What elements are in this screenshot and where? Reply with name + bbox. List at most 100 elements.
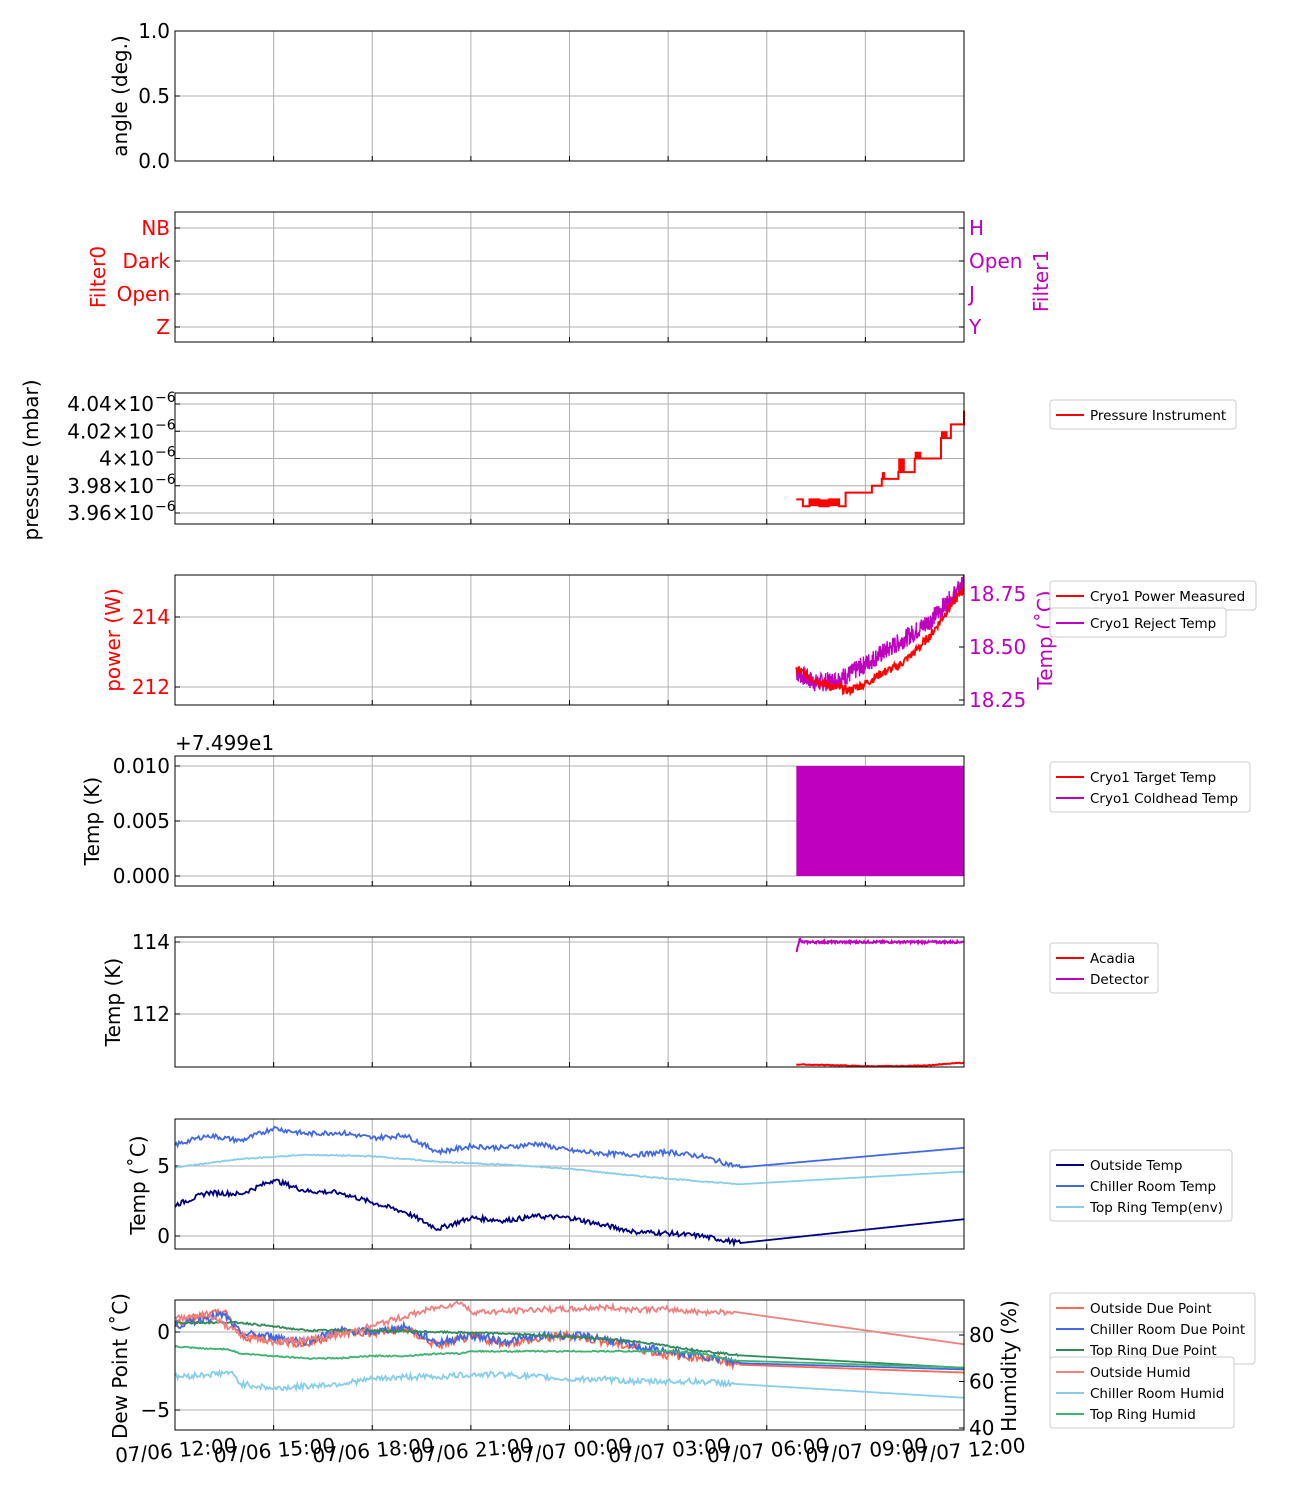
y-tick-label-right: J (967, 282, 975, 306)
pressure-noise-block (881, 472, 886, 479)
y-axis-label: power (W) (101, 588, 125, 692)
legend-label: Cryo1 Power Measured (1090, 589, 1245, 605)
panel-2: Z Open Dark NB YJ Open H Filter0 Filter1 (86, 211, 1053, 343)
y-tick-label-right: H (969, 216, 984, 240)
legend-frame (1049, 607, 1227, 638)
legend-label: Chiller Room Humid (1090, 1386, 1224, 1402)
y-axis-label: Dew Point (˚C) (108, 1293, 132, 1439)
panel-5: 0.000 0.005 0.010+7.499e1 Temp (K) (80, 731, 965, 888)
pressure-noise-block (809, 499, 840, 507)
env-temp-series (174, 1153, 965, 1186)
env-temp-series (174, 1177, 965, 1248)
dew-humid-series (174, 1320, 965, 1369)
pressure-noise-block (940, 431, 948, 439)
legend-label: Cryo1 Coldhead Temp (1090, 791, 1238, 807)
y-tick-exponent: −6 (155, 390, 176, 406)
y-tick-label: 4.02×10 (67, 419, 154, 443)
y-tick-label: 0 (157, 1224, 170, 1248)
legend: Pressure Instrument (1049, 399, 1237, 430)
y-tick-label: 0.005 (113, 809, 170, 833)
dew-humid-series (174, 1344, 964, 1369)
offset-text: +7.499e1 (175, 731, 274, 755)
dew-humid-series (174, 1368, 965, 1399)
y-axis-label-right: Filter1 (1029, 250, 1053, 312)
dew-humid-series (174, 1309, 964, 1371)
legend-frame (1049, 399, 1237, 430)
axes-frame (174, 755, 965, 887)
y-tick-label-right: 18.50 (969, 635, 1026, 659)
legend-label: Top Ring Due Point (1089, 1343, 1217, 1359)
y-tick-label: NB (141, 216, 170, 240)
legend-label: Outside Temp (1090, 1158, 1182, 1174)
coldhead-series (796, 766, 964, 876)
legend: Cryo1 Target Temp Cryo1 Coldhead Temp (1049, 761, 1251, 813)
acadia-series (796, 1061, 965, 1068)
legend: Outside Temp Chiller Room Temp Top Ring Te… (1049, 1149, 1233, 1222)
legend-label: Outside Humid (1090, 1365, 1191, 1381)
legend-label: Chiller Room Temp (1090, 1179, 1216, 1195)
legend-frame (1049, 1149, 1233, 1222)
detector-series (795, 937, 965, 953)
pressure-noise-block (914, 451, 922, 459)
legend-label: Outside Due Point (1090, 1301, 1212, 1317)
y-tick-exponent: −6 (155, 417, 176, 433)
panel-7: 0 5 Temp (˚C) (126, 1118, 965, 1250)
y-axis-label: Temp (K) (80, 777, 104, 866)
axes-frame (174, 211, 965, 343)
y-tick-label-right: 60 (969, 1370, 994, 1394)
legend-label: Detector (1090, 972, 1149, 988)
y-tick-label: Open (117, 282, 170, 306)
y-axis-label: pressure (mbar) (19, 379, 43, 540)
y-tick-exponent: −6 (155, 445, 176, 461)
axes-frame (174, 392, 965, 525)
env-temp-series (174, 1125, 965, 1169)
legend-label: Cryo1 Reject Temp (1090, 616, 1216, 632)
y-tick-label: 0.0 (138, 149, 170, 173)
legend: Outside Humid Chiller Room Humid Top Ring … (1049, 1356, 1235, 1429)
legend-label: Acadia (1090, 951, 1135, 967)
y-axis-label: Temp (K) (101, 958, 125, 1047)
legend-label: Cryo1 Target Temp (1090, 770, 1216, 786)
dew-humid-series (174, 1300, 965, 1347)
y-tick-label: 3.96×10 (67, 501, 154, 525)
y-tick-label: 212 (132, 675, 170, 699)
legend-frame (1049, 761, 1251, 813)
y-tick-label: 0.010 (113, 754, 170, 778)
legend: Acadia Detector (1049, 942, 1159, 994)
legend: Cryo1 Reject Temp (1049, 607, 1227, 638)
legend-frame (1049, 942, 1159, 994)
y-tick-label: 0.5 (138, 84, 170, 108)
axes-frame (174, 936, 965, 1068)
legend-label: Pressure Instrument (1090, 408, 1226, 424)
panel-8: −5 0 40 60 80 Dew Point (˚C) Humidity (%) (108, 1293, 1021, 1440)
y-tick-label-right: 18.25 (969, 688, 1026, 712)
y-tick-label-right: 40 (969, 1416, 994, 1440)
y-tick-label: 5 (157, 1154, 170, 1178)
y-tick-exponent: −6 (155, 499, 176, 515)
y-axis-label-right: Humidity (%) (997, 1300, 1021, 1432)
y-tick-label: Dark (123, 249, 171, 273)
axes-frame (174, 1299, 965, 1431)
y-tick-label: 4.04×10 (67, 392, 154, 416)
legend: Cryo1 Power Measured (1049, 580, 1257, 611)
y-axis-label: angle (deg.) (108, 35, 132, 157)
y-tick-label: 0 (157, 1320, 170, 1344)
y-tick-label: 3.98×10 (67, 474, 154, 498)
y-tick-label: 1.0 (138, 19, 170, 43)
axes-frame (174, 1118, 965, 1250)
legend-frame (1049, 1356, 1235, 1429)
y-tick-label-right: Open (969, 249, 1022, 273)
legend-label: Top Ring Temp(env) (1089, 1200, 1223, 1216)
y-axis-label: Temp (˚C) (126, 1135, 150, 1235)
y-tick-label: 112 (132, 1002, 170, 1026)
y-tick-label: Z (156, 315, 170, 339)
axes-frame (174, 574, 965, 706)
y-tick-label: 114 (132, 930, 170, 954)
y-tick-label: 4×10 (99, 447, 154, 471)
legend-label: Chiller Room Due Point (1090, 1322, 1245, 1338)
panel-6: 112 114 Temp (K) (101, 930, 965, 1068)
y-axis-label: Filter0 (86, 246, 110, 308)
